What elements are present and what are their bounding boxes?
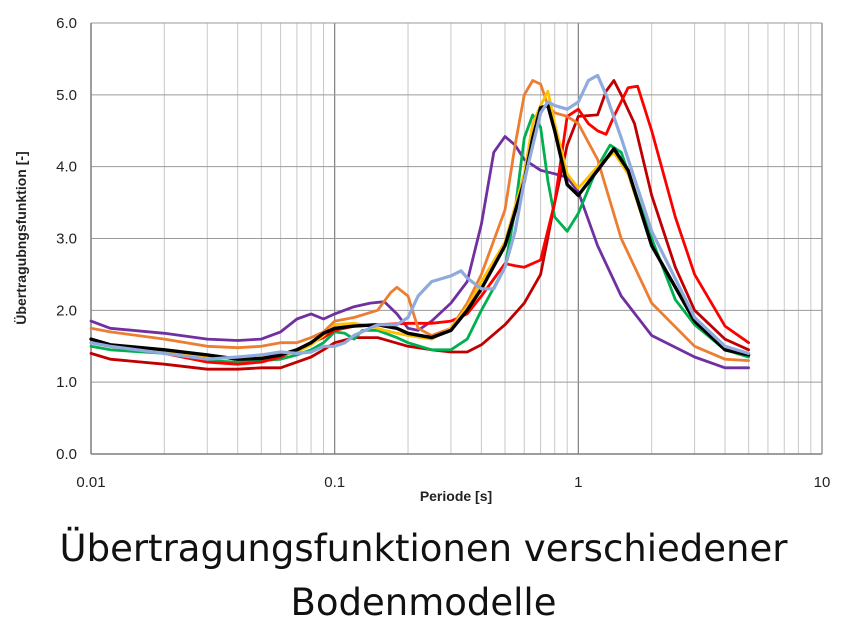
x-tick-label: 0.1 — [324, 474, 345, 491]
y-axis-title: Übertragubngsfunktion [-] — [13, 151, 29, 324]
y-tick-label: 5.0 — [56, 87, 77, 104]
caption-line-1: Übertragungsfunktionen verschiedener — [59, 527, 788, 570]
y-tick-label: 3.0 — [56, 231, 77, 248]
series-line-5 — [89, 79, 750, 363]
series-lines — [89, 73, 751, 371]
y-tick-label: 1.0 — [56, 374, 77, 391]
gridlines — [90, 22, 823, 455]
series-line-8 — [89, 73, 751, 361]
tick-labels: 0.01 0.1 1 10 0.0 1.0 2.0 3.0 4.0 5.0 6.0 — [56, 15, 830, 491]
series-line-3 — [89, 113, 750, 364]
x-tick-label: 1 — [574, 474, 582, 491]
y-tick-label: 2.0 — [56, 302, 77, 319]
x-tick-label: 0.01 — [76, 474, 105, 491]
x-tick-label: 10 — [814, 474, 831, 491]
series-line-1 — [89, 135, 750, 370]
chart: 0.01 0.1 1 10 0.0 1.0 2.0 3.0 4.0 5.0 6.0 Periode … — [13, 15, 830, 504]
series-line-7 — [89, 103, 751, 361]
y-tick-label: 4.0 — [56, 159, 77, 176]
series-line-2 — [89, 79, 750, 371]
y-tick-label: 0.0 — [56, 446, 77, 463]
caption-line-2: Bodenmodelle — [290, 581, 557, 624]
x-axis-title: Periode [s] — [420, 488, 492, 504]
y-tick-label: 6.0 — [56, 15, 77, 32]
series-line-4 — [89, 84, 750, 366]
